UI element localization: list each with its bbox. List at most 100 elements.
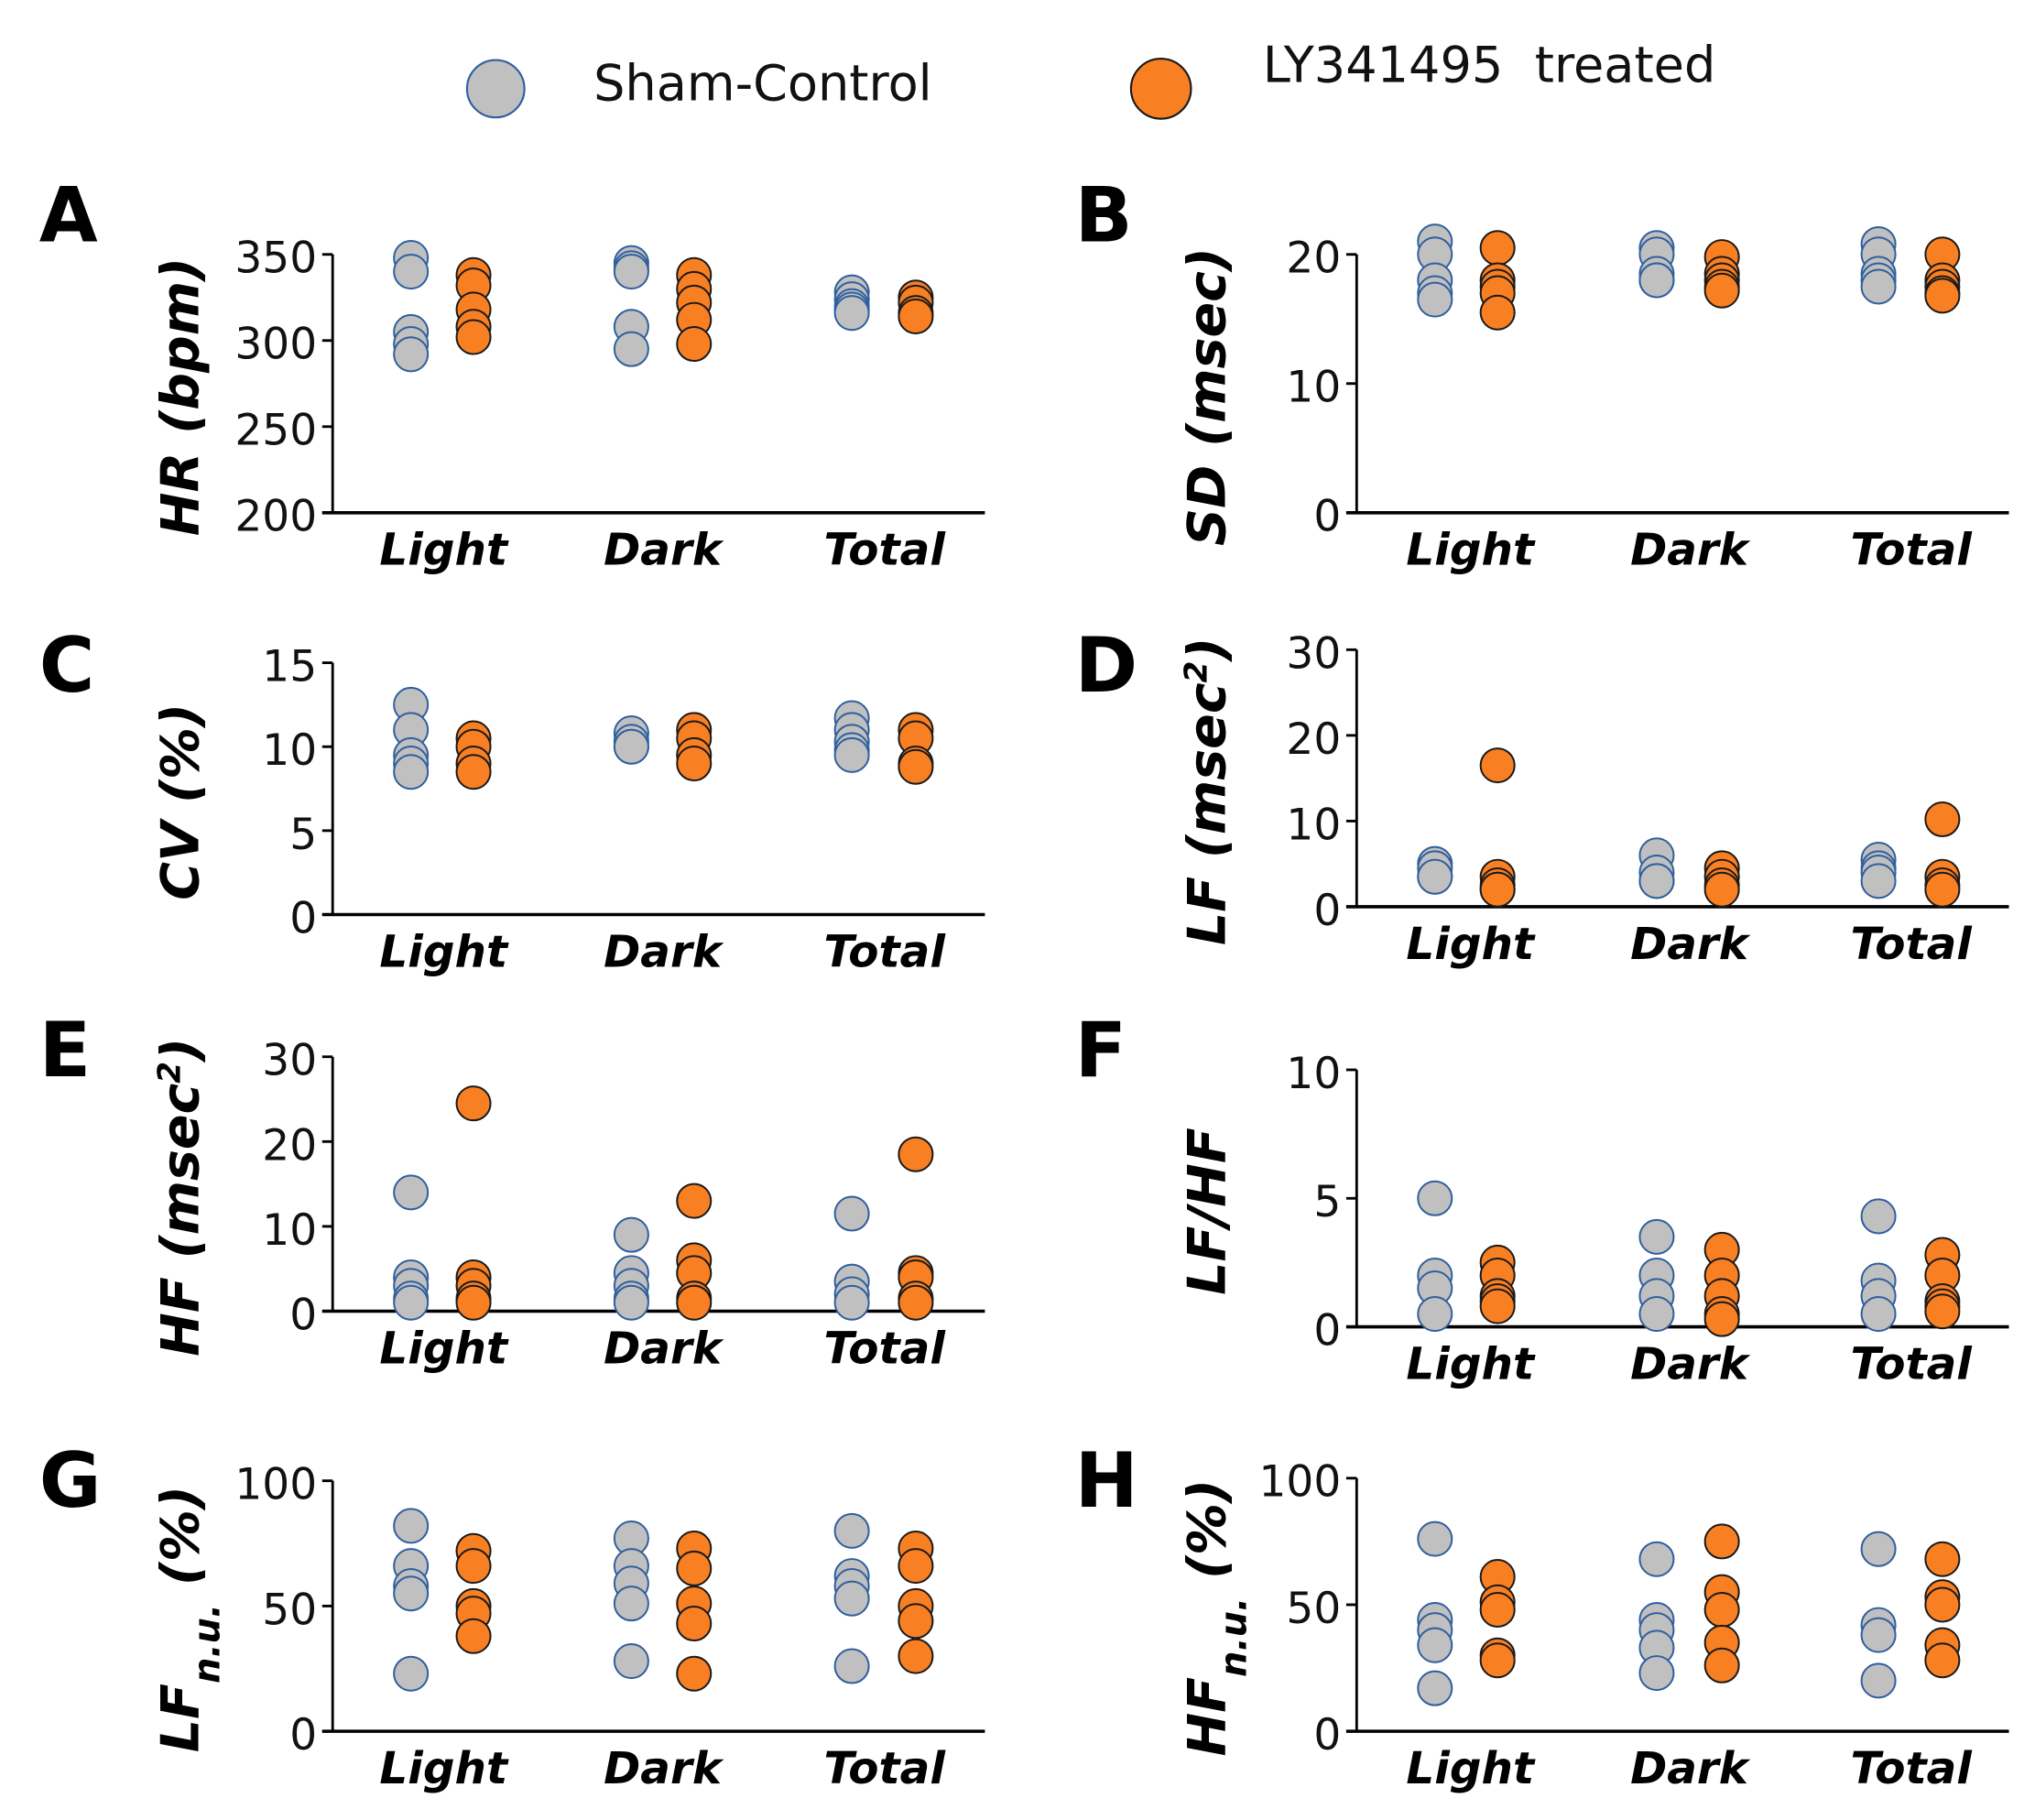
sham-point xyxy=(1638,262,1675,299)
x-category-label: Dark xyxy=(604,1323,724,1374)
sham-point xyxy=(1860,1531,1897,1567)
treated-point xyxy=(898,298,934,334)
x-category-label: Dark xyxy=(604,525,724,576)
legend-sham-label: Sham-Control xyxy=(593,55,932,113)
y-tick-label: 5 xyxy=(1313,1177,1341,1227)
treated-point xyxy=(1703,272,1740,309)
treated-point xyxy=(1479,294,1516,331)
x-category-label: Light xyxy=(1406,919,1536,970)
sham-point xyxy=(833,1648,870,1684)
panel-e: E 0 10 20 30 HF (msec2) Light Dark Total xyxy=(39,1007,985,1374)
treated-point xyxy=(898,1136,934,1172)
x-category-label: Light xyxy=(1406,1339,1536,1390)
treated-point xyxy=(1703,1591,1740,1629)
sham-point xyxy=(1417,1670,1453,1706)
y-axis-label: CV (%) xyxy=(151,703,212,900)
y-axis-label-part: HF (msec xyxy=(151,1083,212,1356)
treated-point xyxy=(455,319,492,355)
panel-letter: C xyxy=(39,622,95,710)
sham-point xyxy=(1860,1617,1897,1653)
sham-point xyxy=(833,1580,870,1617)
treated-point xyxy=(898,748,934,785)
treated-point xyxy=(898,1548,934,1585)
treated-point xyxy=(898,1284,934,1321)
panel-a: A 200 250 300 350 HR (bpm) Light Dark Total xyxy=(39,172,985,576)
y-axis-label-part: HF xyxy=(1177,1677,1237,1757)
y-tick-label: 30 xyxy=(1286,628,1341,679)
sham-point xyxy=(393,1284,430,1321)
y-tick-label: 0 xyxy=(1313,1710,1341,1760)
y-axis-label: HFn.u. (%) xyxy=(1177,1479,1255,1757)
y-axis-label-part: 2 xyxy=(152,1062,189,1084)
sham-point xyxy=(613,331,649,367)
sham-point xyxy=(1860,268,1897,305)
treated-point xyxy=(1479,871,1516,908)
sham-point xyxy=(833,1195,870,1232)
y-tick-label: 0 xyxy=(1313,886,1341,936)
treated-point xyxy=(1703,1523,1740,1560)
y-tick-label: 0 xyxy=(289,893,317,943)
y-axis-label-part: n.u. xyxy=(187,1604,229,1684)
y-tick-label: 200 xyxy=(234,492,317,542)
sham-point xyxy=(1860,863,1897,899)
y-axis-label: LF/HF xyxy=(1177,1128,1237,1295)
treated-point xyxy=(1924,1642,1961,1679)
y-axis-label: HF (msec2) xyxy=(151,1038,212,1357)
sham-point xyxy=(393,1655,430,1692)
treated-point xyxy=(898,1603,934,1640)
x-category-label: Total xyxy=(823,525,946,576)
sham-point xyxy=(833,1512,870,1549)
sham-point xyxy=(393,1508,430,1544)
treated-point xyxy=(1924,871,1961,908)
y-tick-label: 10 xyxy=(1286,363,1341,413)
panel-letter: B xyxy=(1075,172,1133,260)
legend: Sham-Control LY341495 treated xyxy=(465,37,1716,120)
y-tick-label: 10 xyxy=(262,725,317,776)
sham-point xyxy=(613,1284,649,1321)
y-axis-label-part: SD (msec) xyxy=(1177,247,1237,546)
treated-point xyxy=(1703,1301,1740,1337)
treated-point xyxy=(1479,1642,1516,1679)
x-category-label: Total xyxy=(1850,1743,1973,1794)
sham-point xyxy=(393,1174,430,1211)
treated-point xyxy=(1703,871,1740,908)
x-category-label: Total xyxy=(823,1323,946,1374)
panel-letter: A xyxy=(39,172,98,260)
x-category-label: Total xyxy=(823,1743,946,1794)
legend-treated-marker xyxy=(1129,58,1192,120)
sham-point xyxy=(393,336,430,373)
legend-treated-label: LY341495 treated xyxy=(1263,37,1716,94)
y-tick-label: 5 xyxy=(289,810,317,860)
treated-point xyxy=(676,326,713,363)
panel-letter: H xyxy=(1075,1437,1138,1525)
treated-point xyxy=(676,1606,713,1642)
treated-point xyxy=(455,1284,492,1321)
y-tick-label: 300 xyxy=(234,320,317,370)
treated-point xyxy=(676,746,713,782)
treated-point xyxy=(455,1548,492,1585)
treated-point xyxy=(676,1182,713,1219)
sham-point xyxy=(1417,1627,1453,1663)
x-category-label: Light xyxy=(379,1323,509,1374)
y-axis-label-part: LF xyxy=(151,1684,212,1752)
panel-b: B 0 10 20 SD (msec) Light Dark Total xyxy=(1075,172,2009,576)
y-tick-label: 10 xyxy=(1286,800,1341,850)
sham-point xyxy=(393,1575,430,1612)
y-tick-label: 350 xyxy=(234,234,317,284)
sham-point xyxy=(1417,1296,1453,1333)
panel-d: D 0 10 20 30 LF (msec2) Light Dark Total xyxy=(1075,622,2009,970)
treated-point xyxy=(676,1655,713,1692)
y-axis-label-part: (%) xyxy=(1177,1479,1237,1597)
sham-point xyxy=(1417,1520,1453,1557)
y-tick-label: 10 xyxy=(262,1205,317,1256)
sham-point xyxy=(1417,1180,1453,1216)
treated-point xyxy=(1703,1647,1740,1684)
treated-point xyxy=(455,1618,492,1654)
sham-point xyxy=(613,254,649,290)
x-category-label: Dark xyxy=(1630,1743,1751,1794)
sham-point xyxy=(833,736,870,773)
y-tick-label: 0 xyxy=(1313,492,1341,542)
treated-point xyxy=(455,754,492,790)
